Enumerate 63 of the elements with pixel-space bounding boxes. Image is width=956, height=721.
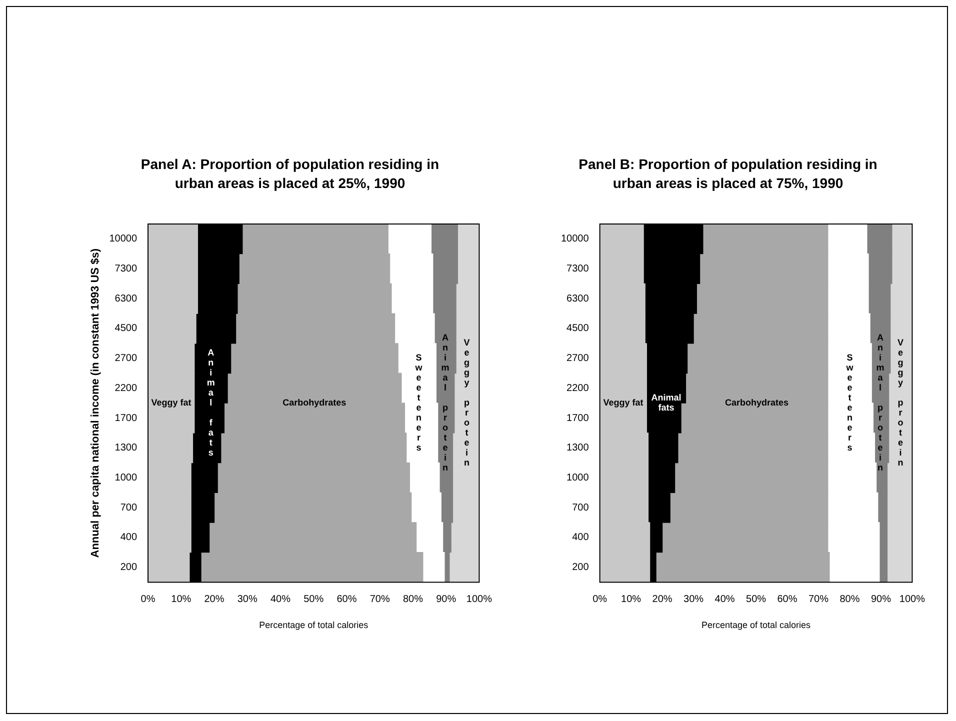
x-tick-label: 70%: [370, 594, 390, 605]
text: Sweeteners: [846, 352, 854, 453]
x-tick-label: 10%: [171, 594, 192, 605]
series-label: Veggy fat: [151, 398, 192, 408]
text: Animal protein: [441, 332, 450, 473]
text: Animal protein: [876, 332, 884, 473]
x-tick-label: 70%: [808, 594, 829, 605]
x-tick-label: 100%: [899, 594, 926, 605]
x-tick-label: 100%: [466, 594, 492, 605]
x-tick-label: 60%: [777, 594, 798, 605]
y-tick-label: 700: [572, 502, 590, 514]
x-tick-label: 20%: [652, 594, 672, 605]
y-tick-label: 1000: [114, 472, 138, 484]
x-tick-label: 50%: [746, 594, 766, 605]
y-tick-label: 1300: [566, 442, 590, 454]
y-tick-label: 6300: [114, 293, 138, 304]
y-tick-label: 4500: [566, 323, 590, 334]
series-label: Carbohydrates: [725, 398, 789, 408]
y-tick-label: 200: [572, 562, 590, 574]
x-tick-label: 50%: [304, 594, 324, 605]
y-tick-label: 1300: [114, 442, 138, 454]
x-tick-label: 90%: [436, 594, 456, 605]
x-axis-title: Percentage of total calories: [259, 620, 369, 630]
y-tick-label: 200: [120, 562, 138, 574]
y-tick-label: 400: [572, 532, 590, 544]
y-tick-label: 4500: [114, 323, 138, 334]
x-tick-label: 0%: [592, 594, 608, 605]
x-tick-label: 40%: [270, 594, 291, 605]
y-tick-label: 2700: [566, 353, 590, 364]
y-tick-label: 2700: [114, 353, 138, 364]
y-tick-label: 2200: [114, 382, 138, 394]
y-tick-label: 1700: [566, 412, 590, 424]
series-label: Carbohydrates: [282, 398, 346, 408]
y-tick-label: 7300: [566, 264, 590, 275]
x-tick-label: 10%: [621, 594, 642, 605]
y-tick-label: 2200: [566, 382, 590, 394]
y-tick-label: 10000: [109, 234, 138, 245]
y-tick-label: 1000: [566, 472, 590, 484]
chart-title: Panel A: Proportion of population residing in urban areas is placed at 25%, 1990: [140, 155, 440, 193]
x-tick-label: 90%: [870, 594, 892, 605]
y-axis-title: Annual per capita national income (in constant 1993 US $s): [90, 248, 102, 558]
chart-title: Panel B: Proportion of population residing in urban areas is placed at 75%, 1990: [578, 155, 878, 193]
x-tick-label: 30%: [237, 594, 258, 605]
x-tick-label: 80%: [840, 594, 860, 605]
text: Animal fats: [206, 348, 215, 458]
series-label: Veggy fat: [603, 398, 644, 408]
y-tick-label: 10000: [560, 234, 590, 245]
x-tick-label: 40%: [714, 594, 735, 605]
y-tick-label: 1700: [114, 412, 138, 424]
x-tick-label: 20%: [204, 594, 224, 605]
x-tick-label: 60%: [336, 594, 357, 605]
x-tick-label: 0%: [140, 594, 156, 605]
y-tick-label: 700: [120, 502, 138, 514]
y-tick-label: 6300: [566, 293, 590, 304]
y-tick-label: 7300: [114, 264, 138, 275]
x-tick-label: 30%: [684, 594, 704, 605]
x-tick-label: 80%: [402, 594, 424, 605]
text: Sweeteners: [415, 352, 422, 453]
text: Veggy protein: [897, 338, 904, 468]
y-tick-label: 400: [120, 532, 138, 544]
series-label: Animal fats: [651, 392, 682, 413]
text: Veggy protein: [464, 338, 470, 468]
x-axis-title: Percentage of total calories: [701, 620, 812, 630]
